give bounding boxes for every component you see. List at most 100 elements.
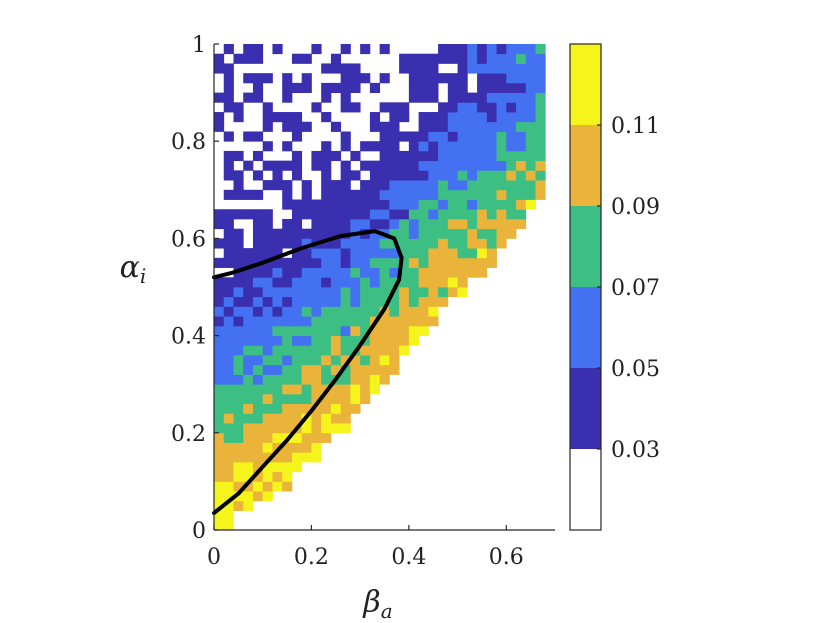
heatmap-cell xyxy=(214,510,225,521)
heatmap-cell xyxy=(399,287,410,298)
heatmap-cell xyxy=(389,209,400,220)
heatmap-cell xyxy=(243,73,254,84)
heatmap-cell xyxy=(360,325,371,336)
heatmap-cell xyxy=(428,160,439,171)
y-tick-label: 0.2 xyxy=(171,422,206,447)
heatmap-cell xyxy=(340,277,351,288)
heatmap-cell xyxy=(369,112,381,123)
heatmap-cell xyxy=(408,287,419,298)
heatmap-cell xyxy=(535,150,546,162)
heatmap-cell xyxy=(301,325,312,336)
heatmap-cell xyxy=(282,393,293,405)
heatmap-cell xyxy=(330,335,342,346)
heatmap-cell xyxy=(340,141,351,152)
heatmap-cell xyxy=(506,228,517,239)
heatmap-cell xyxy=(262,306,273,317)
heatmap-cell xyxy=(282,277,293,288)
heatmap-cell xyxy=(214,500,225,511)
heatmap-cell xyxy=(291,218,303,230)
heatmap-cell xyxy=(321,170,332,181)
heatmap-cell xyxy=(525,73,536,84)
y-tick-label: 0 xyxy=(192,519,206,544)
heatmap-cell xyxy=(525,92,536,103)
heatmap-cell xyxy=(340,170,351,181)
heatmap-cell xyxy=(418,73,429,84)
heatmap-cell xyxy=(516,44,527,55)
heatmap-cell xyxy=(301,345,312,356)
heatmap-cell xyxy=(311,345,322,356)
heatmap-cell xyxy=(516,63,527,74)
heatmap-cell xyxy=(311,199,322,210)
heatmap-cell xyxy=(369,238,381,249)
heatmap-cell xyxy=(340,180,351,191)
heatmap-cell xyxy=(233,325,244,336)
heatmap-cell xyxy=(369,287,381,298)
heatmap-cell xyxy=(360,199,371,210)
heatmap-cell xyxy=(447,121,458,132)
heatmap-cell xyxy=(243,316,254,327)
heatmap-cell xyxy=(477,82,488,93)
heatmap-cell xyxy=(486,199,497,210)
heatmap-cell xyxy=(272,296,283,307)
heatmap-cell xyxy=(282,92,293,103)
heatmap-cell xyxy=(214,92,225,103)
heatmap-cell xyxy=(360,180,371,191)
heatmap-cell xyxy=(369,209,381,220)
heatmap-cell xyxy=(428,121,439,132)
heatmap-cell xyxy=(399,189,410,200)
heatmap-cell xyxy=(389,141,400,152)
heatmap-cell xyxy=(438,267,449,278)
heatmap-cell xyxy=(477,248,488,259)
heatmap-cell xyxy=(272,316,283,327)
heatmap-cell xyxy=(496,92,507,103)
heatmap-cell xyxy=(447,150,458,162)
heatmap-cell xyxy=(272,180,283,191)
heatmap-cell xyxy=(272,257,283,268)
heatmap-cell xyxy=(350,374,361,385)
heatmap-cell xyxy=(330,209,342,220)
heatmap-cell xyxy=(272,112,283,123)
heatmap-cell xyxy=(243,423,254,434)
heatmap-cell xyxy=(252,491,264,502)
heatmap-cell xyxy=(506,112,517,123)
heatmap-cell xyxy=(516,112,527,123)
heatmap-cell xyxy=(525,189,536,200)
heatmap-cell xyxy=(233,345,244,356)
heatmap-cell xyxy=(214,374,225,385)
heatmap-cell xyxy=(262,442,273,453)
heatmap-cell xyxy=(282,471,293,482)
heatmap-cell xyxy=(496,189,507,200)
heatmap-cell xyxy=(535,131,546,142)
heatmap-cell xyxy=(350,209,361,220)
heatmap-cell xyxy=(360,267,371,278)
heatmap-cell xyxy=(379,44,390,55)
heatmap-cell xyxy=(340,257,351,268)
heatmap-cell xyxy=(438,180,449,191)
heatmap-cell xyxy=(379,316,390,327)
heatmap-cell xyxy=(477,141,488,152)
heatmap-cell xyxy=(350,73,361,84)
heatmap-cell xyxy=(272,374,283,385)
heatmap-cell xyxy=(447,53,458,64)
heatmap-cell xyxy=(262,393,273,405)
heatmap-cell xyxy=(506,170,517,181)
heatmap-cell xyxy=(330,180,342,191)
heatmap-cell xyxy=(516,121,527,132)
heatmap-cell xyxy=(311,452,322,463)
heatmap-cell xyxy=(311,413,322,424)
heatmap-cell xyxy=(418,131,429,142)
heatmap-cell xyxy=(252,374,264,385)
heatmap-cell xyxy=(467,150,478,162)
heatmap-cell xyxy=(214,520,225,531)
heatmap-cell xyxy=(272,228,283,239)
heatmap-cell xyxy=(311,403,322,414)
heatmap-cell xyxy=(223,520,234,531)
heatmap-cell xyxy=(282,121,293,132)
heatmap-cell xyxy=(282,364,293,375)
heatmap-cell xyxy=(311,335,322,346)
heatmap-cell xyxy=(311,423,322,434)
heatmap-cell xyxy=(486,53,497,64)
heatmap-cell xyxy=(418,189,429,200)
heatmap-cell xyxy=(389,199,400,210)
heatmap-cell xyxy=(291,316,303,327)
